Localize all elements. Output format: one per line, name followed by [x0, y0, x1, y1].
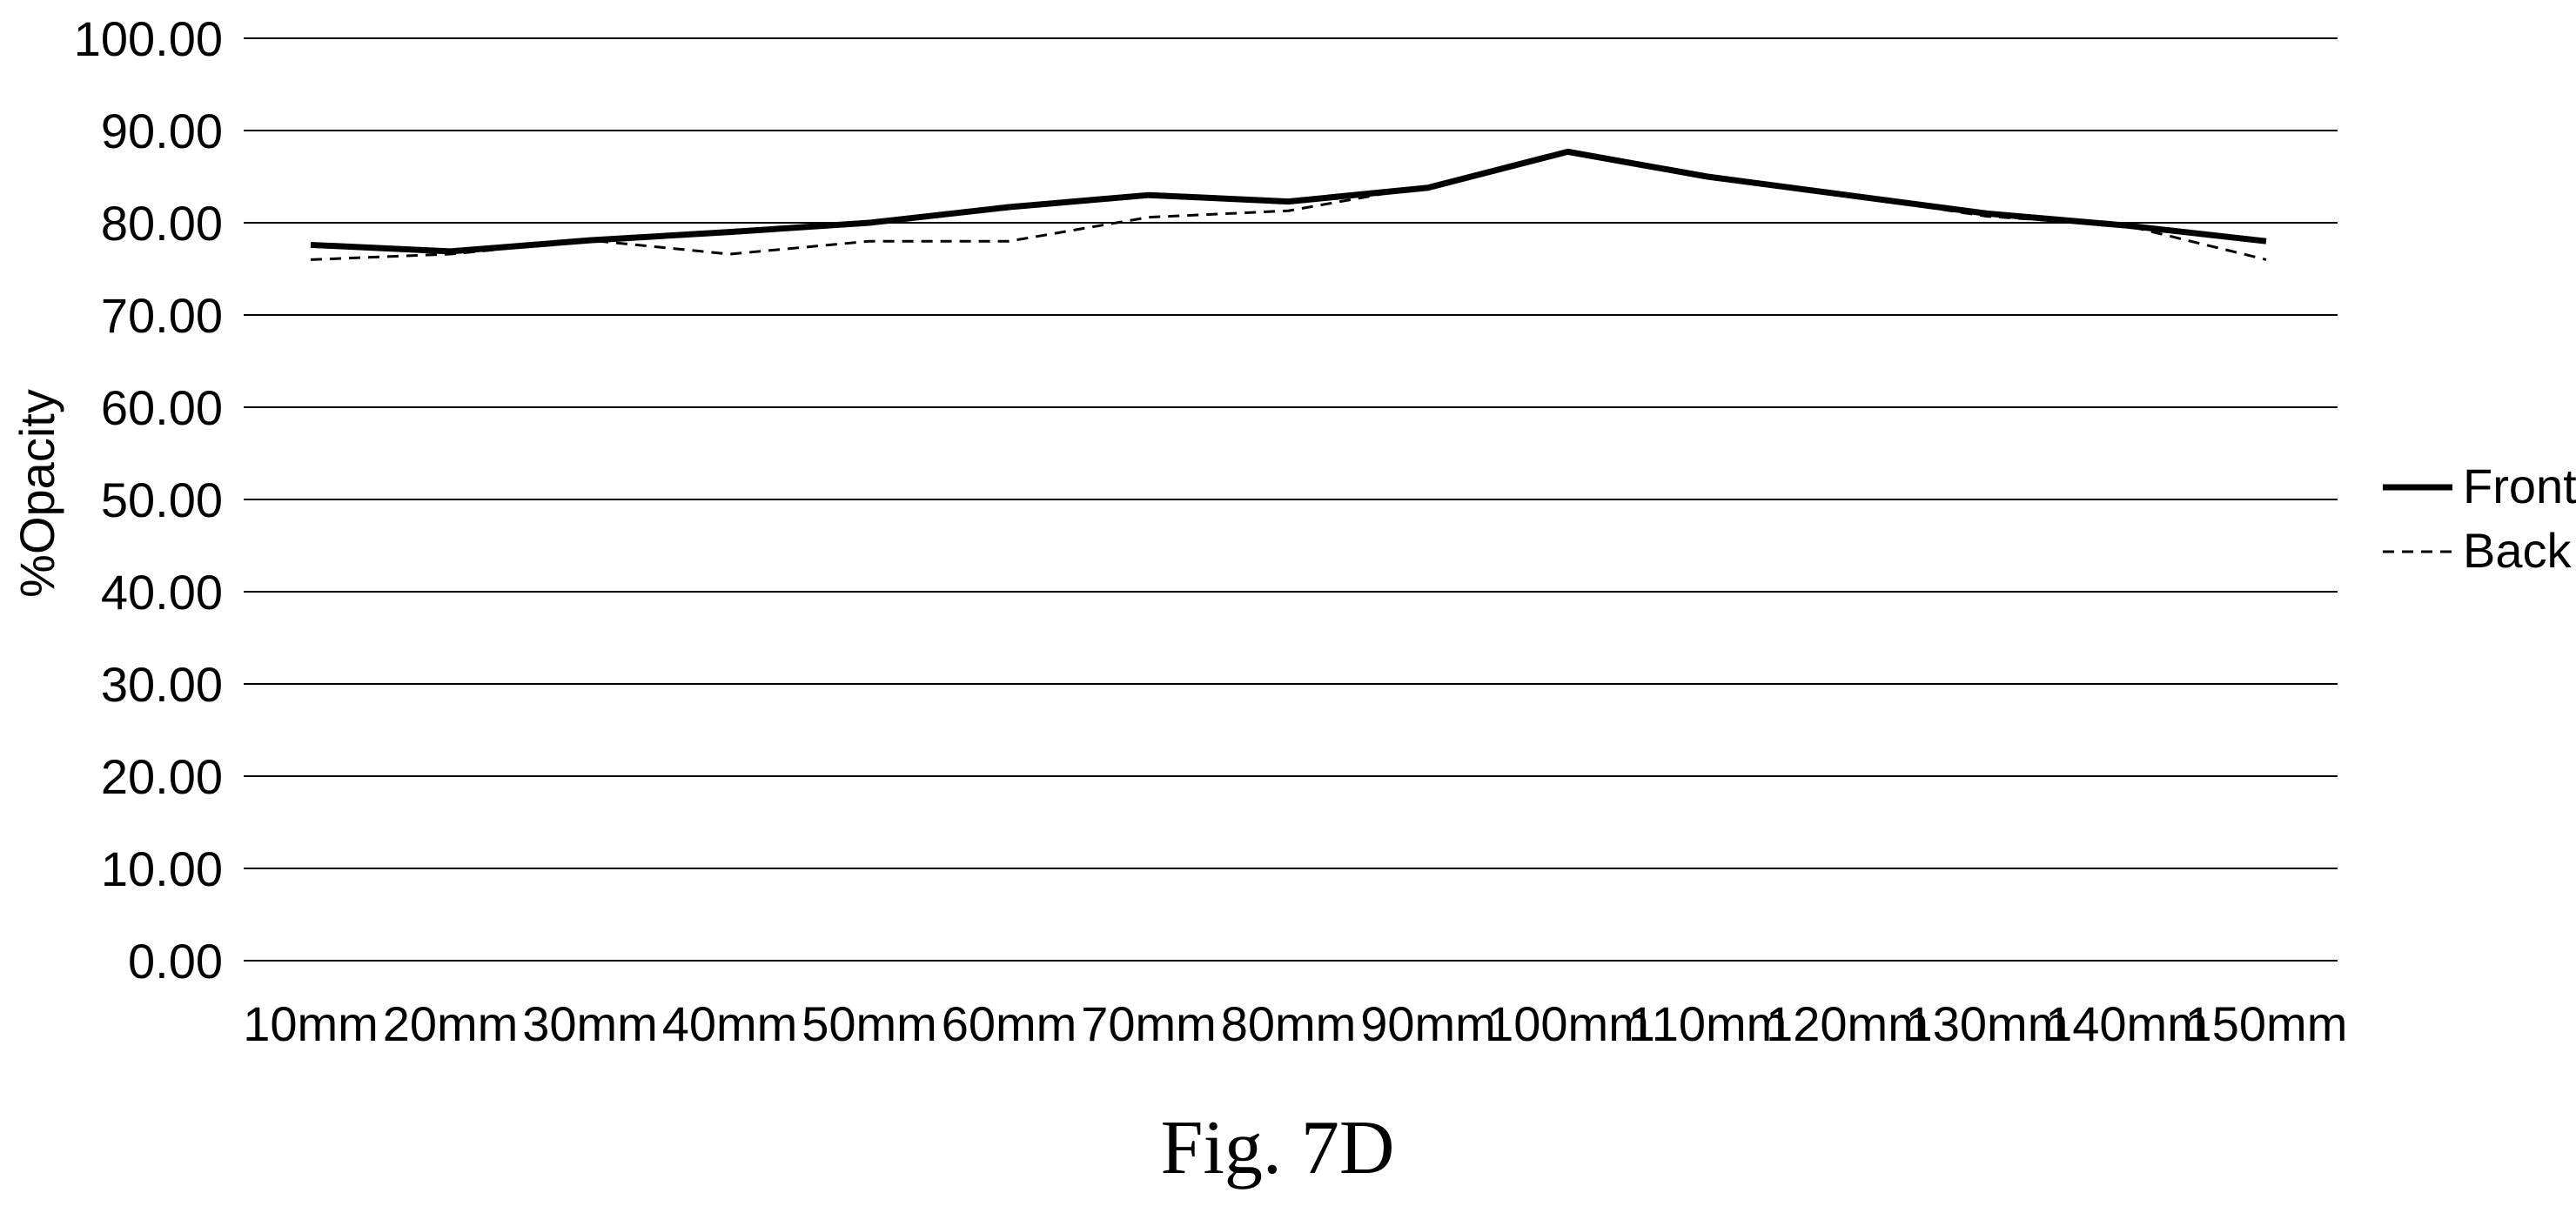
x-tick-label: 150mm	[2185, 996, 2348, 1051]
y-tick-label: 30.00	[101, 657, 223, 712]
x-tick-label: 40mm	[662, 996, 798, 1051]
y-axis-tick-labels: 0.00 10.00 20.00 30.00 40.00 50.00 60.00 70.00 8…	[74, 11, 223, 988]
x-tick-label: 80mm	[1221, 996, 1357, 1051]
y-tick-label: 80.00	[101, 196, 223, 251]
x-tick-label: 100mm	[1486, 996, 1649, 1051]
y-tick-label: 100.00	[74, 11, 223, 66]
x-axis-tick-labels: 10mm 20mm 30mm 40mm 50mm 60mm 70mm 80mm 90mm100m…	[243, 996, 2347, 1051]
series-lines	[310, 148, 2267, 261]
x-tick-label: 50mm	[802, 996, 937, 1051]
x-tick-label: 60mm	[942, 996, 1077, 1051]
x-tick-label: 70mm	[1081, 996, 1217, 1051]
y-tick-label: 60.00	[101, 380, 223, 435]
y-tick-label: 50.00	[101, 472, 223, 527]
x-tick-label: 90mm	[1360, 996, 1496, 1051]
y-axis-title: %Opacity	[10, 389, 64, 598]
x-tick-label: 10mm	[243, 996, 379, 1051]
gridlines	[244, 37, 2338, 962]
x-tick-label: 140mm	[2045, 996, 2208, 1051]
series-line-front	[310, 148, 2267, 255]
y-tick-label: 20.00	[101, 749, 223, 804]
x-tick-label: 30mm	[522, 996, 658, 1051]
x-tick-label: 20mm	[383, 996, 519, 1051]
series-line-back	[310, 150, 2267, 261]
x-tick-label: 110mm	[1628, 996, 1788, 1051]
x-tick-label: 130mm	[1906, 996, 2069, 1051]
y-tick-label: 10.00	[101, 841, 223, 896]
y-tick-label: 90.00	[101, 104, 223, 158]
figure-caption: Fig. 7D	[1161, 1106, 1395, 1190]
legend-label-front: Front	[2463, 459, 2576, 513]
legend-label-back: Back	[2463, 523, 2572, 578]
y-tick-label: 40.00	[101, 565, 223, 620]
y-tick-label: 70.00	[101, 288, 223, 343]
y-tick-label: 0.00	[128, 934, 223, 988]
legend: Front Back	[2383, 459, 2576, 578]
x-tick-label: 120mm	[1766, 996, 1929, 1051]
